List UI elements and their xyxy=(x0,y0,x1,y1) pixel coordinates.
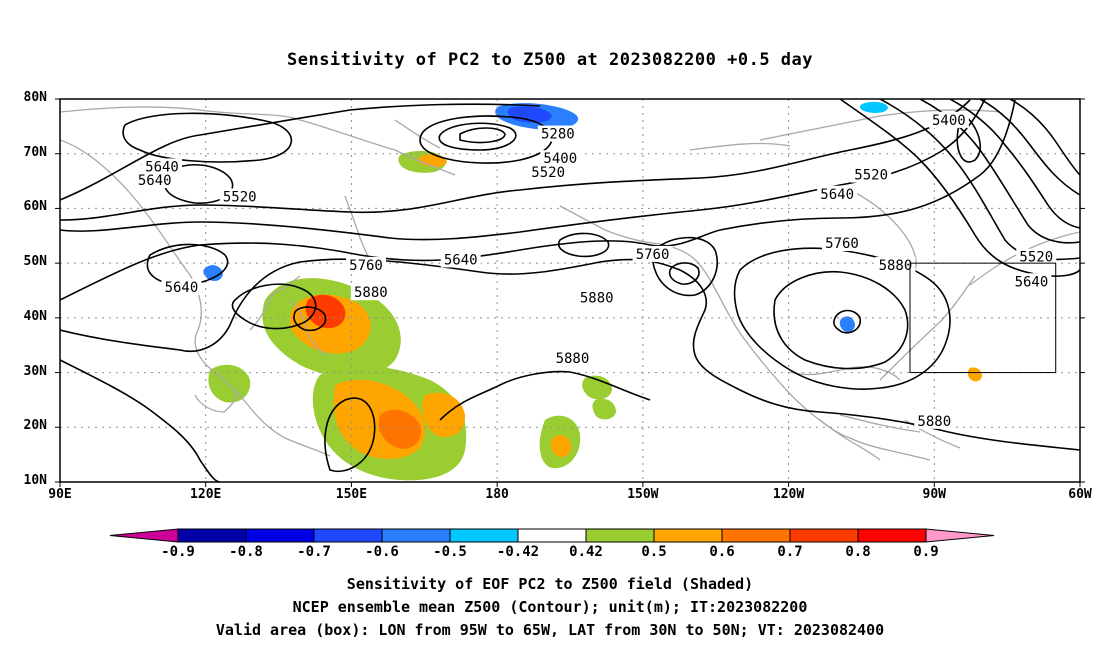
contour-label-bg xyxy=(822,234,862,251)
contour-label: 5760 xyxy=(636,247,670,263)
contour-label-bg xyxy=(134,172,175,189)
colorbar-segment xyxy=(585,528,655,543)
contour-label-bg xyxy=(540,150,581,167)
contour-label-bg xyxy=(914,412,955,429)
contour-label: 5640 xyxy=(444,252,478,268)
contour-label-bg xyxy=(1011,273,1052,290)
colorbar-segment xyxy=(789,528,859,543)
colorbar-segment xyxy=(721,528,791,543)
figure-title: Sensitivity of PC2 to Z500 at 2023082200… xyxy=(286,50,813,70)
colorbar-segment xyxy=(857,528,927,543)
contour-labels: 5640564055205280540055205400552056405760… xyxy=(134,111,1057,430)
contour-label: 5640 xyxy=(165,280,199,296)
colorbar-segment xyxy=(449,528,519,543)
contour-label: 5520 xyxy=(1019,250,1053,266)
contour-label-bg xyxy=(552,349,593,366)
y-tick-label: 60N xyxy=(23,199,47,215)
contour-label: 5640 xyxy=(1015,274,1049,290)
colorbar-label: -0.6 xyxy=(365,544,399,560)
x-tick-label: 60W xyxy=(1068,487,1092,502)
contour-label-bg xyxy=(346,256,386,273)
colorbar-label: -0.8 xyxy=(229,544,263,560)
contour-label-bg xyxy=(576,289,617,306)
colorbar-label: -0.42 xyxy=(496,544,540,560)
colorbar-label: -0.7 xyxy=(297,544,331,560)
contour-label-bg xyxy=(1016,248,1057,265)
y-tick-label: 30N xyxy=(23,363,47,379)
contour-label: 5760 xyxy=(349,258,383,274)
contour-label: 5400 xyxy=(543,151,577,167)
y-tick-label: 70N xyxy=(23,144,47,160)
y-tick-label: 50N xyxy=(23,254,47,270)
contour-label-bg xyxy=(632,245,673,262)
y-tick-label: 80N xyxy=(23,90,47,105)
caption-line-2: NCEP ensemble mean Z500 (Contour); unit(… xyxy=(292,598,808,616)
contour-label: 5880 xyxy=(580,291,614,307)
colorbar-label: 0.7 xyxy=(777,544,803,560)
caption-line-3: Valid area (box): LON from 95W to 65W, L… xyxy=(215,621,885,639)
y-tick-label: 40N xyxy=(23,308,47,324)
colorbar-label: 0.9 xyxy=(913,544,939,560)
contour-label: 5640 xyxy=(138,173,172,189)
colorbar-label: 0.42 xyxy=(569,544,603,560)
contour-label: 5520 xyxy=(854,168,888,184)
colorbar-segment xyxy=(381,528,451,543)
y-tick-label: 10N xyxy=(23,473,47,488)
colorbar-segment xyxy=(517,528,587,543)
sensitivity-shading xyxy=(141,101,982,481)
colorbar-segment xyxy=(177,528,247,543)
y-tick-label: 20N xyxy=(23,418,47,434)
x-tick-label: 120E xyxy=(190,487,222,502)
contour-label: 5880 xyxy=(556,351,590,367)
colorbar-label: -0.5 xyxy=(433,544,467,560)
colorbar xyxy=(109,528,995,543)
x-tick-label: 90W xyxy=(922,487,947,502)
map-frame xyxy=(59,98,1081,483)
axis-ticks xyxy=(55,98,1085,487)
contour-label-bg xyxy=(440,251,481,268)
x-tick-label: 150W xyxy=(627,487,659,502)
colorbar-label: -0.9 xyxy=(161,544,195,560)
colorbar-high-arrow xyxy=(925,528,995,543)
contour-label-bg xyxy=(219,188,260,205)
contour-label-bg xyxy=(528,163,569,180)
contour-label: 5880 xyxy=(354,285,388,301)
x-tick-label: 150E xyxy=(335,487,368,502)
valid-area-box xyxy=(909,262,1057,374)
contour-label-bg xyxy=(350,284,391,301)
contour-label-bg xyxy=(851,166,892,183)
contour-label: 5880 xyxy=(917,414,951,430)
contour-label-bg xyxy=(928,111,969,128)
x-tick-label: 120W xyxy=(772,487,805,502)
contour-label: 5760 xyxy=(825,236,859,252)
colorbar-label: 0.5 xyxy=(641,544,667,560)
colorbar-segment xyxy=(653,528,723,543)
contour-label-bg xyxy=(537,125,578,142)
contour-label: 5400 xyxy=(932,113,966,129)
contour-label: 5640 xyxy=(820,187,854,203)
x-tick-label: 90E xyxy=(48,487,72,502)
x-tick-label: 180 xyxy=(485,487,509,502)
colorbar-segment xyxy=(245,528,315,543)
contour-label: 5520 xyxy=(531,165,565,181)
contour-label: 5880 xyxy=(879,258,913,274)
contour-label: 5520 xyxy=(223,189,257,205)
contour-label-bg xyxy=(142,158,182,175)
contour-label-bg xyxy=(817,185,858,202)
colorbar-low-arrow xyxy=(109,528,179,543)
lat-lon-gridlines xyxy=(60,99,1080,482)
caption-line-1: Sensitivity of EOF PC2 to Z500 field (Sh… xyxy=(346,575,754,593)
contour-label: 5280 xyxy=(541,127,575,143)
contour-label-bg xyxy=(161,278,202,295)
colorbar-label: 0.8 xyxy=(845,544,871,560)
contour-label: 5640 xyxy=(145,159,179,175)
contour-label-bg xyxy=(875,256,916,273)
colorbar-label: 0.6 xyxy=(709,544,735,560)
colorbar-segment xyxy=(313,528,383,543)
